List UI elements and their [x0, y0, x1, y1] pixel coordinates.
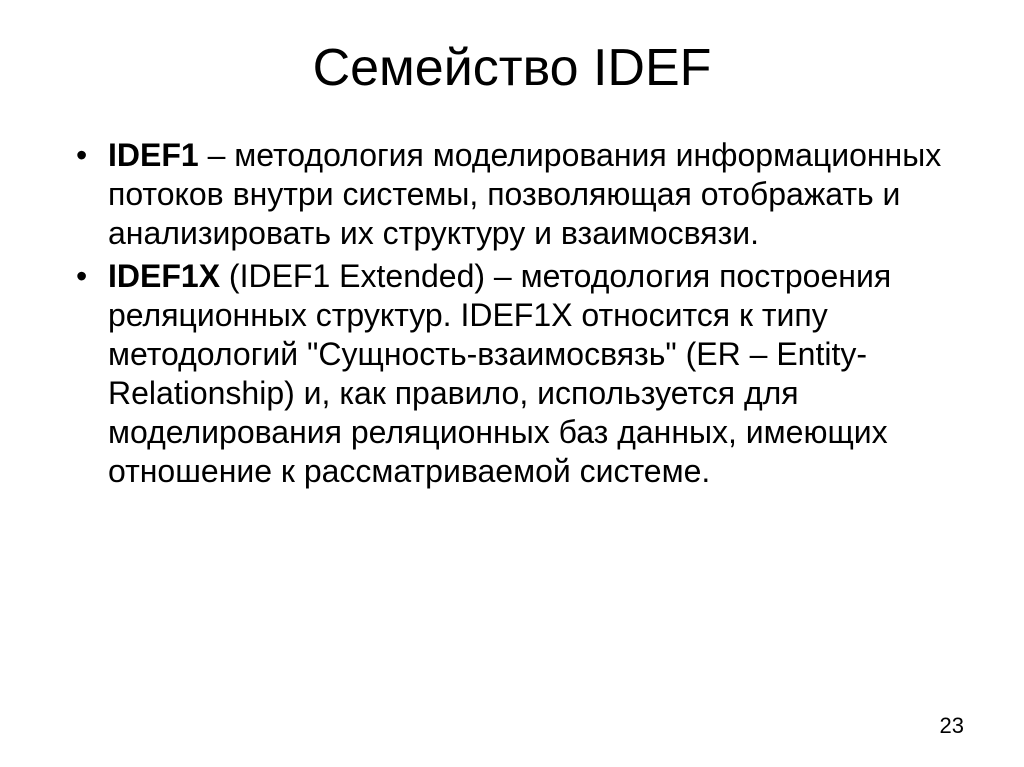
bullet-item: IDEF1 – методология моделирования информ…: [70, 136, 964, 253]
bullet-bold-term: IDEF1: [108, 137, 199, 173]
bullet-list: IDEF1 – методология моделирования информ…: [70, 136, 964, 491]
page-number: 23: [940, 713, 964, 739]
slide-container: Семейство IDEF IDEF1 – методология модел…: [0, 0, 1024, 767]
slide-title: Семейство IDEF: [60, 38, 964, 98]
bullet-bold-term: IDEF1X: [108, 258, 220, 294]
slide-content: IDEF1 – методология моделирования информ…: [60, 136, 964, 491]
bullet-text: (IDEF1 Extended) – методология построени…: [108, 258, 891, 489]
bullet-item: IDEF1X (IDEF1 Extended) – методология по…: [70, 257, 964, 491]
bullet-text: – методология моделирования информационн…: [108, 137, 941, 251]
